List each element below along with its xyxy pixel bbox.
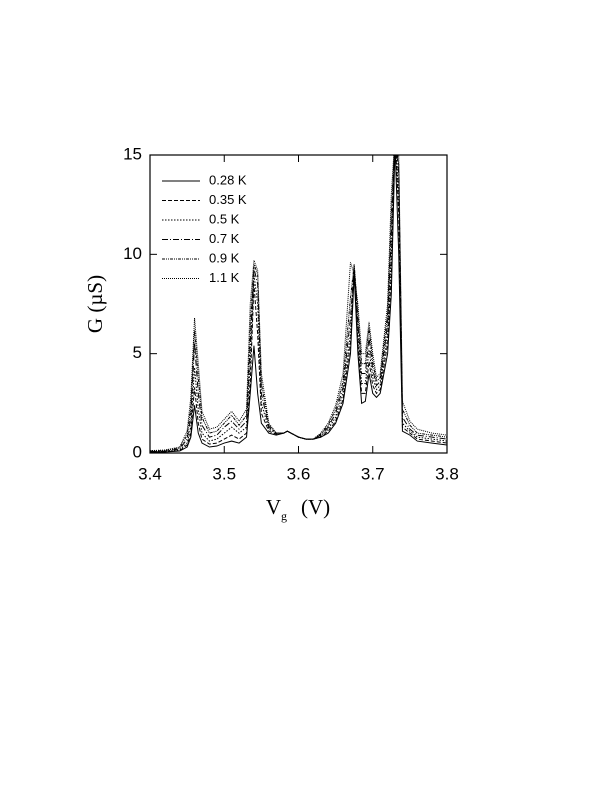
- x-tick-label: 3.7: [361, 464, 385, 483]
- legend-label: 0.5 K: [209, 211, 240, 226]
- y-tick-label: 15: [123, 144, 142, 163]
- legend-label: 0.35 K: [209, 192, 247, 207]
- x-tick-label: 3.5: [212, 464, 236, 483]
- legend-label: 0.9 K: [209, 250, 240, 265]
- legend-label: 0.28 K: [209, 172, 247, 187]
- lines: [150, 155, 447, 453]
- x-label-text: V: [266, 495, 281, 519]
- x-tick-label: 3.6: [287, 464, 311, 483]
- y-axis-label: G (µS): [83, 275, 107, 333]
- x-tick-label: 3.4: [138, 464, 162, 483]
- legend-label: 1.1 K: [209, 270, 240, 285]
- series-line: [150, 155, 447, 452]
- y-tick-label: 5: [133, 343, 142, 362]
- x-label-subscript: g: [281, 509, 287, 523]
- y-tick-label: 10: [123, 244, 142, 263]
- x-tick-label: 3.8: [435, 464, 459, 483]
- series-line: [150, 155, 447, 452]
- x-label-unit: (V): [301, 495, 330, 519]
- legend-label: 0.7 K: [209, 231, 240, 246]
- y-tick-label: 0: [133, 442, 142, 461]
- x-axis-label: Vg (V): [266, 495, 330, 523]
